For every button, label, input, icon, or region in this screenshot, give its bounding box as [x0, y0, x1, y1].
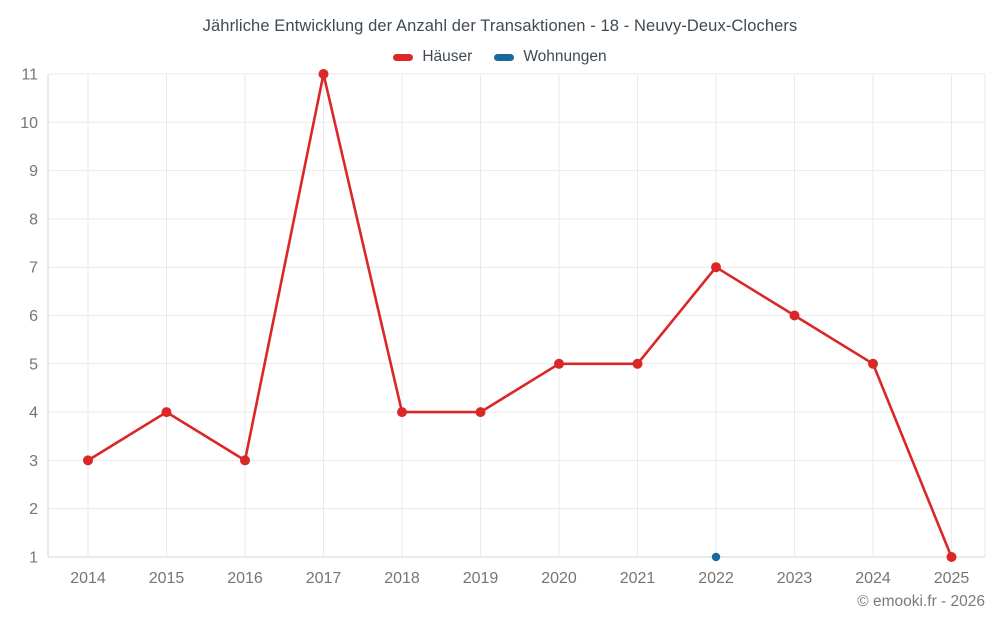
- x-tick-label: 2017: [306, 570, 342, 587]
- legend-swatch-icon: [393, 53, 414, 61]
- y-tick-label: 3: [29, 453, 38, 470]
- data-point-häuser[interactable]: [868, 358, 878, 369]
- x-tick-label: 2018: [384, 570, 420, 587]
- data-point-häuser[interactable]: [240, 455, 250, 466]
- x-tick-label: 2016: [227, 570, 263, 587]
- y-tick-label: 2: [29, 501, 38, 518]
- data-point-häuser[interactable]: [318, 69, 329, 79]
- data-point-häuser[interactable]: [161, 407, 172, 418]
- x-tick-label: 2019: [463, 570, 499, 587]
- x-tick-label: 2024: [855, 570, 891, 587]
- copyright-text: © emooki.fr - 2026: [857, 593, 985, 610]
- y-tick-label: 1: [29, 550, 38, 567]
- series-line-häuser: [86, 72, 953, 559]
- y-tick-label: 5: [29, 356, 38, 373]
- x-tick-label: 2021: [620, 570, 656, 587]
- chart-legend: Häuser Wohnungen: [0, 46, 1000, 68]
- data-point-häuser[interactable]: [83, 455, 93, 466]
- x-tick-label: 2023: [777, 570, 813, 587]
- legend-item-häuser[interactable]: Häuser: [393, 48, 472, 66]
- chart-title: Jährliche Entwicklung der Anzahl der Tra…: [202, 17, 798, 35]
- x-tick-label: 2015: [149, 570, 185, 587]
- y-tick-label: 7: [29, 260, 38, 277]
- data-point-häuser[interactable]: [632, 358, 643, 369]
- data-point-häuser[interactable]: [711, 262, 721, 273]
- x-tick-label: 2020: [541, 570, 577, 587]
- legend-swatch-icon: [494, 53, 515, 61]
- y-tick-label: 11: [21, 67, 38, 84]
- x-tick-label: 2025: [934, 570, 970, 587]
- data-point-häuser[interactable]: [554, 358, 564, 369]
- legend-item-wohnungen[interactable]: Wohnungen: [494, 48, 607, 66]
- y-tick-label: 4: [29, 405, 38, 422]
- data-point-häuser[interactable]: [397, 407, 407, 418]
- legend-label: Häuser: [422, 48, 473, 65]
- x-tick-label: 2014: [70, 570, 106, 587]
- y-tick-label: 6: [29, 308, 38, 325]
- legend-label: Wohnungen: [523, 48, 607, 65]
- y-tick-label: 9: [29, 163, 38, 180]
- data-point-wohnungen[interactable]: [711, 552, 721, 562]
- x-tick-label: 2022: [698, 570, 734, 587]
- data-point-häuser[interactable]: [946, 552, 957, 562]
- data-point-häuser[interactable]: [789, 310, 800, 321]
- y-tick-label: 8: [29, 211, 38, 228]
- data-point-häuser[interactable]: [475, 407, 486, 418]
- y-tick-label: 10: [20, 115, 38, 132]
